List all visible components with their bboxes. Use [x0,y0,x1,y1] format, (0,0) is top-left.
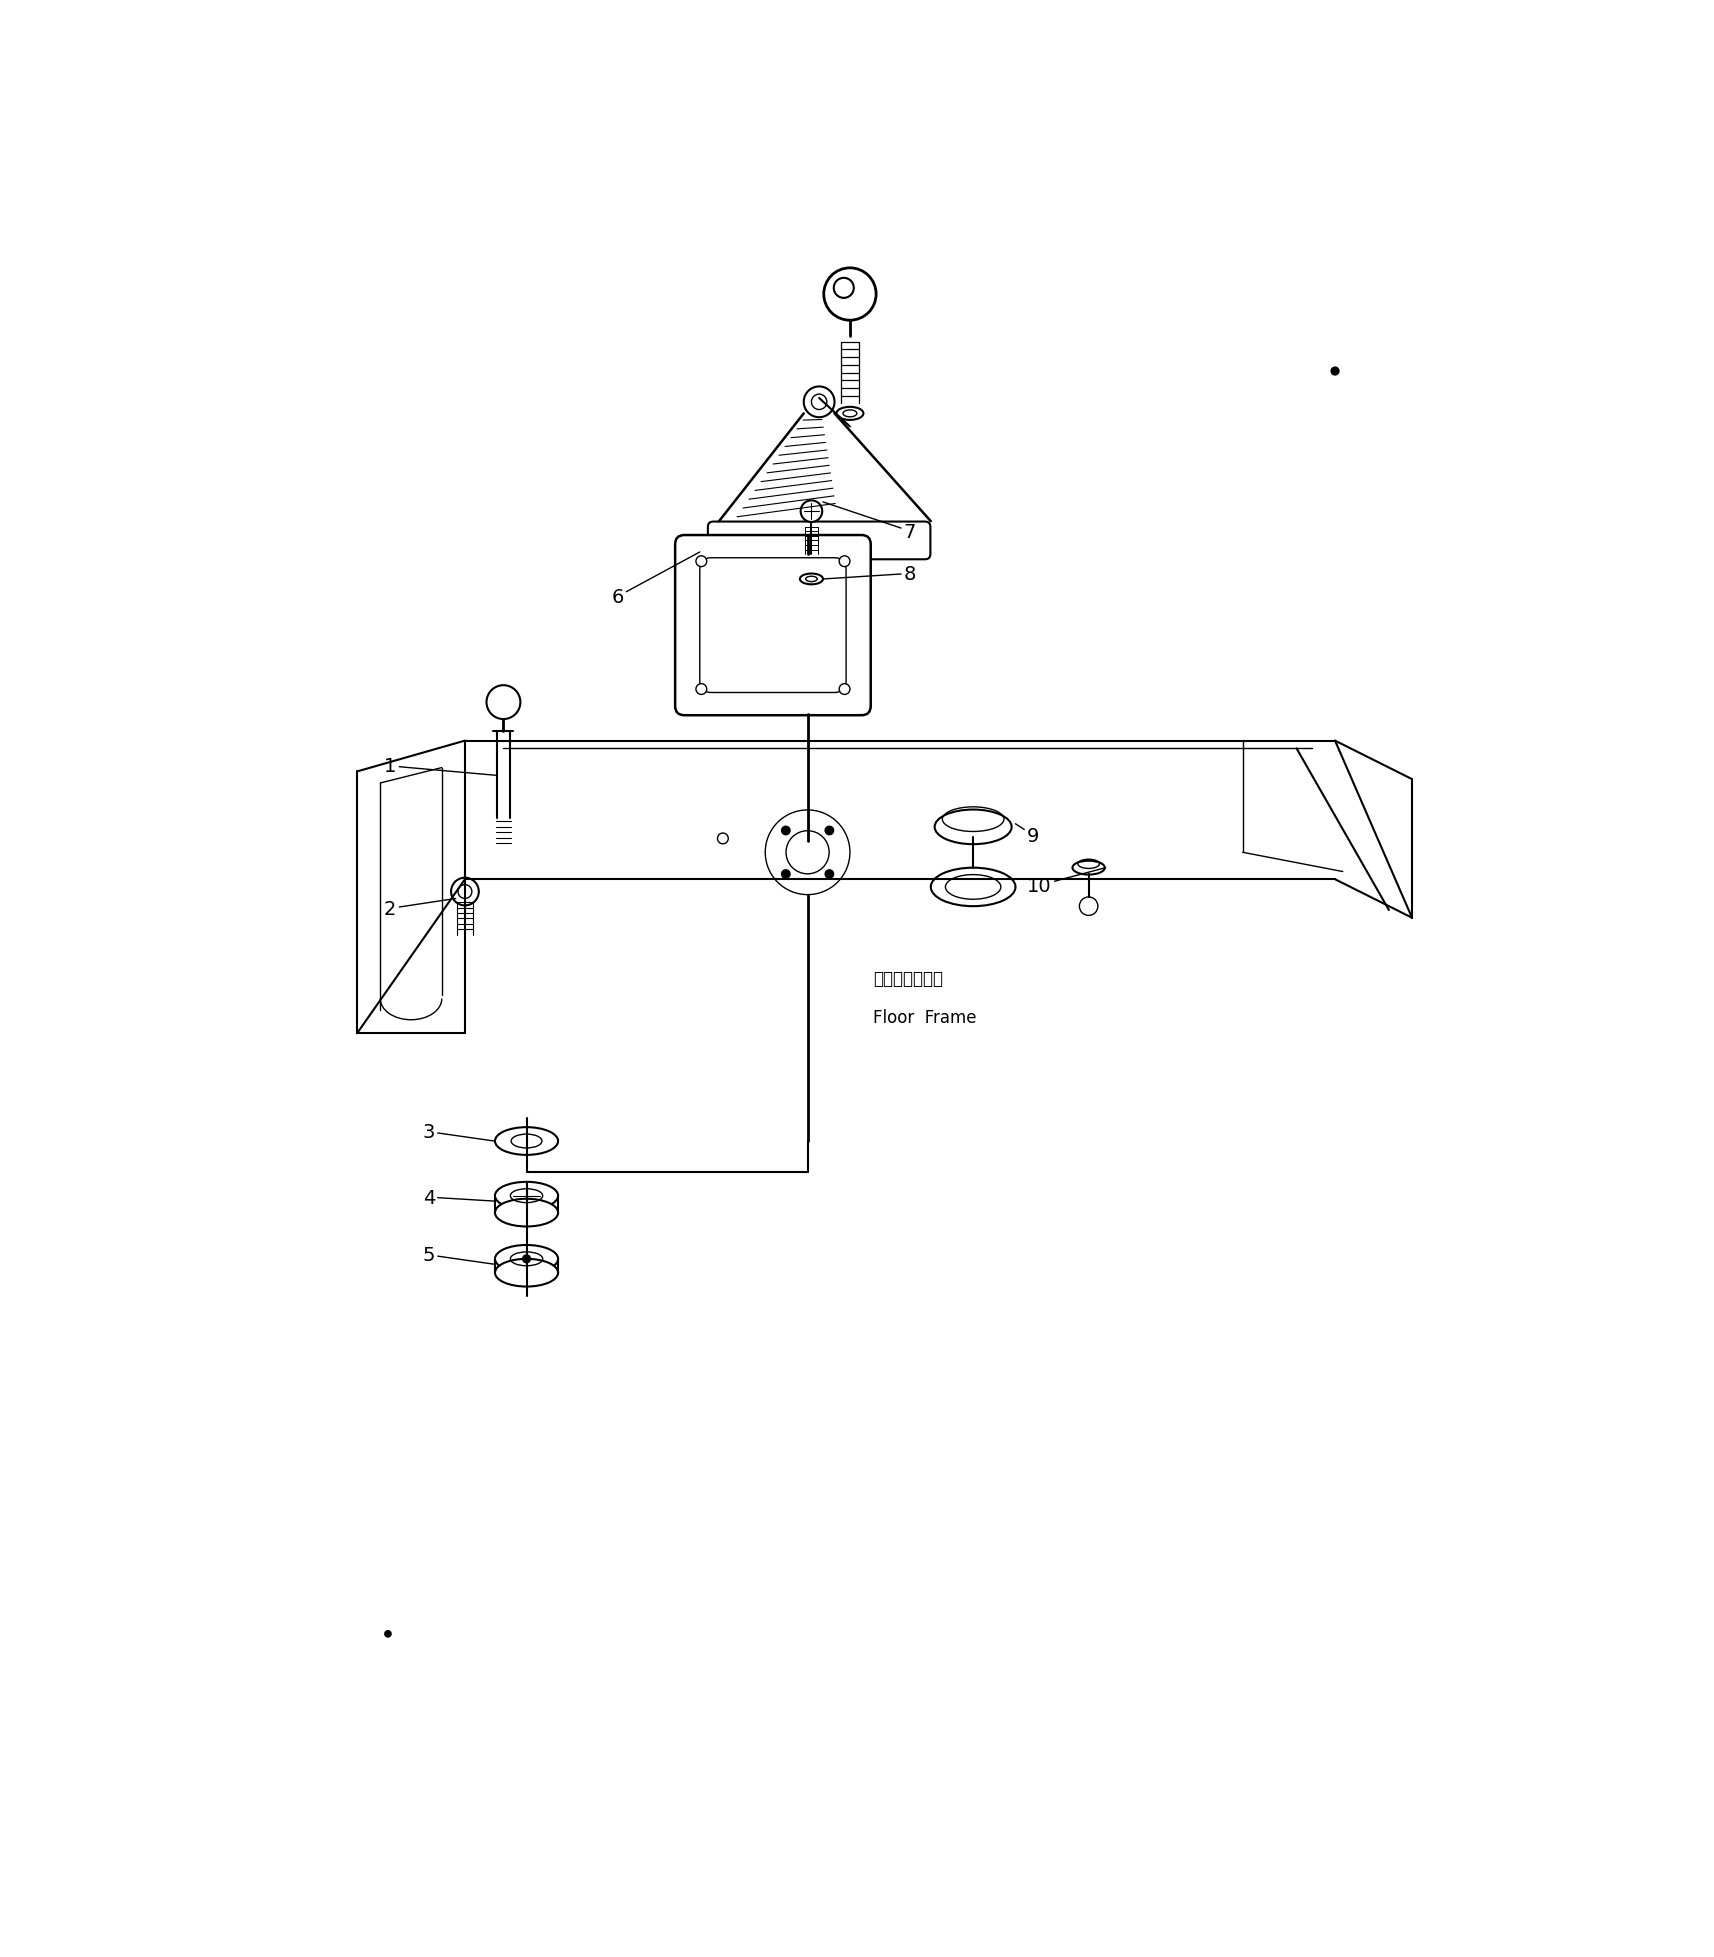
Circle shape [1330,368,1340,376]
Ellipse shape [836,407,864,421]
Text: 2: 2 [384,898,456,918]
Text: 6: 6 [612,552,699,607]
Text: 8: 8 [824,566,917,583]
Circle shape [800,501,823,523]
Circle shape [487,685,521,720]
Circle shape [384,1630,393,1638]
Circle shape [451,879,478,906]
Text: 7: 7 [823,503,917,542]
Circle shape [523,1254,531,1264]
Circle shape [696,685,706,695]
Circle shape [840,556,850,568]
Text: 1: 1 [384,757,495,777]
Text: 3: 3 [423,1123,494,1141]
FancyBboxPatch shape [675,536,871,716]
Ellipse shape [495,1127,559,1155]
Circle shape [782,871,790,879]
Text: フロアフレーム: フロアフレーム [872,969,943,988]
Text: 4: 4 [423,1188,494,1207]
FancyBboxPatch shape [708,523,931,560]
Ellipse shape [495,1245,559,1274]
Circle shape [824,268,876,321]
Ellipse shape [495,1200,559,1227]
Circle shape [824,828,833,836]
Text: 5: 5 [423,1247,494,1264]
Text: 9: 9 [1015,824,1039,845]
Circle shape [824,871,833,879]
Ellipse shape [934,810,1011,845]
Ellipse shape [495,1258,559,1288]
Circle shape [804,387,835,419]
Ellipse shape [931,869,1015,906]
Ellipse shape [495,1182,559,1209]
Ellipse shape [1073,861,1106,875]
Circle shape [782,828,790,836]
Ellipse shape [800,573,823,585]
Text: Floor  Frame: Floor Frame [872,1008,977,1025]
FancyBboxPatch shape [699,558,847,693]
Circle shape [696,556,706,568]
Circle shape [840,685,850,695]
Text: 10: 10 [1027,869,1106,894]
